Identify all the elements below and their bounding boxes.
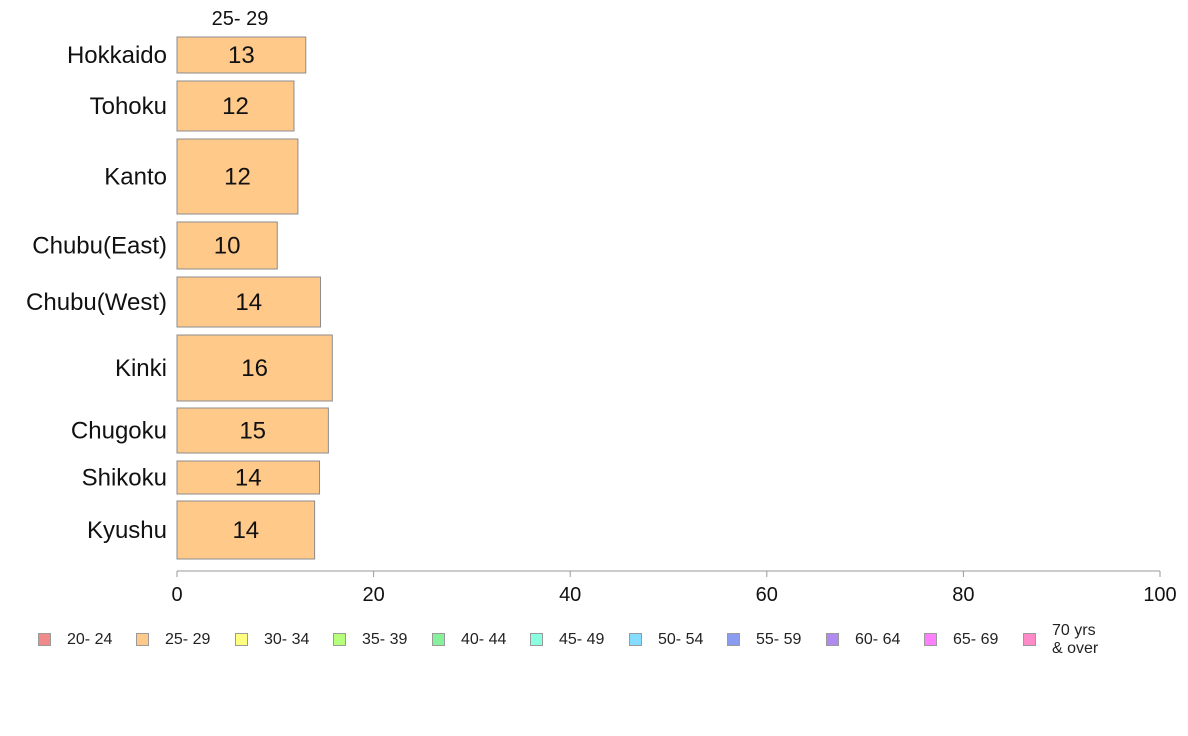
legend-label: 45- 49 [559, 631, 605, 648]
bar-chart: 25- 29 Hokkaido 13 Tohoku 12 Kanto 12 Chubu(Ea… [26, 8, 1177, 606]
legend-swatch [136, 633, 149, 646]
x-tick-label: 60 [756, 584, 778, 606]
legend-swatch [333, 633, 346, 646]
bar [176, 500, 316, 560]
legend-swatch [727, 633, 740, 646]
legend-label: 25- 29 [165, 631, 211, 648]
legend-item: 45- 49 [530, 622, 604, 649]
legend-item: 35- 39 [333, 622, 407, 649]
category-label: Kyushu [87, 517, 167, 544]
value-label: 12 [224, 164, 251, 191]
value-label: 12 [222, 93, 249, 120]
bar [176, 36, 307, 74]
category-label: Hokkaido [67, 42, 167, 69]
legend-swatch [38, 633, 51, 646]
category-label: Kanto [104, 164, 167, 191]
bars-group: Hokkaido 13 Tohoku 12 Kanto 12 Chubu(East) 10 Ch… [26, 36, 333, 560]
legend-swatch [235, 633, 248, 646]
legend-item: 30- 34 [235, 622, 309, 649]
legend-item: 65- 69 [924, 622, 998, 649]
bar [176, 407, 329, 454]
value-label: 15 [239, 418, 266, 445]
legend-label: 55- 59 [756, 631, 802, 648]
legend-swatch [530, 633, 543, 646]
x-tick-label: 80 [952, 584, 974, 606]
legend-item: 40- 44 [432, 622, 506, 649]
x-tick-label: 0 [171, 584, 182, 606]
legend-label: 40- 44 [461, 631, 507, 648]
legend-swatch [924, 633, 937, 646]
category-label: Chugoku [71, 418, 167, 445]
legend-swatch [826, 633, 839, 646]
legend-swatch [432, 633, 445, 646]
value-label: 14 [235, 465, 262, 492]
x-axis: 0 20 40 60 80 100 [171, 570, 1177, 606]
legend-swatch [1023, 633, 1036, 646]
legend-item: 25- 29 [136, 622, 210, 649]
legend-label: 30- 34 [264, 631, 310, 648]
value-label: 14 [232, 517, 259, 544]
category-label: Chubu(West) [26, 289, 167, 316]
x-tick-label: 40 [559, 584, 581, 606]
legend-item: 60- 64 [826, 622, 900, 649]
legend-item: 55- 59 [727, 622, 801, 649]
bar [176, 276, 322, 328]
legend-item: 70 yrs & over [1023, 622, 1098, 658]
x-tick-label: 100 [1143, 584, 1176, 606]
bar [176, 138, 299, 215]
legend-label: 65- 69 [953, 631, 999, 648]
bar [176, 221, 278, 270]
bar [176, 334, 333, 402]
legend-item: 20- 24 [38, 622, 112, 649]
series-label: 25- 29 [212, 8, 269, 30]
legend-item: 50- 54 [629, 622, 703, 649]
legend-label: 60- 64 [855, 631, 901, 648]
value-label: 10 [214, 233, 241, 260]
legend-label: 35- 39 [362, 631, 408, 648]
bar [176, 460, 321, 495]
category-label: Kinki [115, 355, 167, 382]
category-label: Chubu(East) [32, 233, 167, 260]
legend-swatch [629, 633, 642, 646]
value-label: 16 [241, 355, 268, 382]
value-label: 14 [235, 289, 262, 316]
x-tick-label: 20 [362, 584, 384, 606]
legend-label: 50- 54 [658, 631, 704, 648]
category-label: Tohoku [90, 93, 167, 120]
bar [176, 80, 295, 132]
legend-label: 70 yrs & over [1052, 622, 1099, 657]
value-label: 13 [228, 42, 255, 69]
category-label: Shikoku [82, 465, 167, 492]
legend-label: 20- 24 [67, 631, 113, 648]
legend: 20- 24 25- 29 30- 34 35- 39 40- 44 45- 49 50- … [38, 622, 1148, 666]
